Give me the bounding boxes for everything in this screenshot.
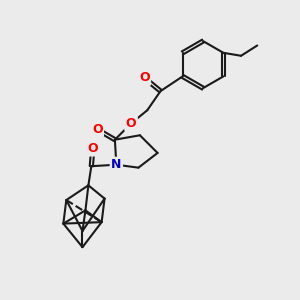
Text: O: O: [88, 142, 98, 155]
Text: O: O: [92, 123, 103, 136]
Text: O: O: [139, 71, 150, 84]
Text: O: O: [126, 117, 136, 130]
Text: N: N: [111, 158, 122, 171]
